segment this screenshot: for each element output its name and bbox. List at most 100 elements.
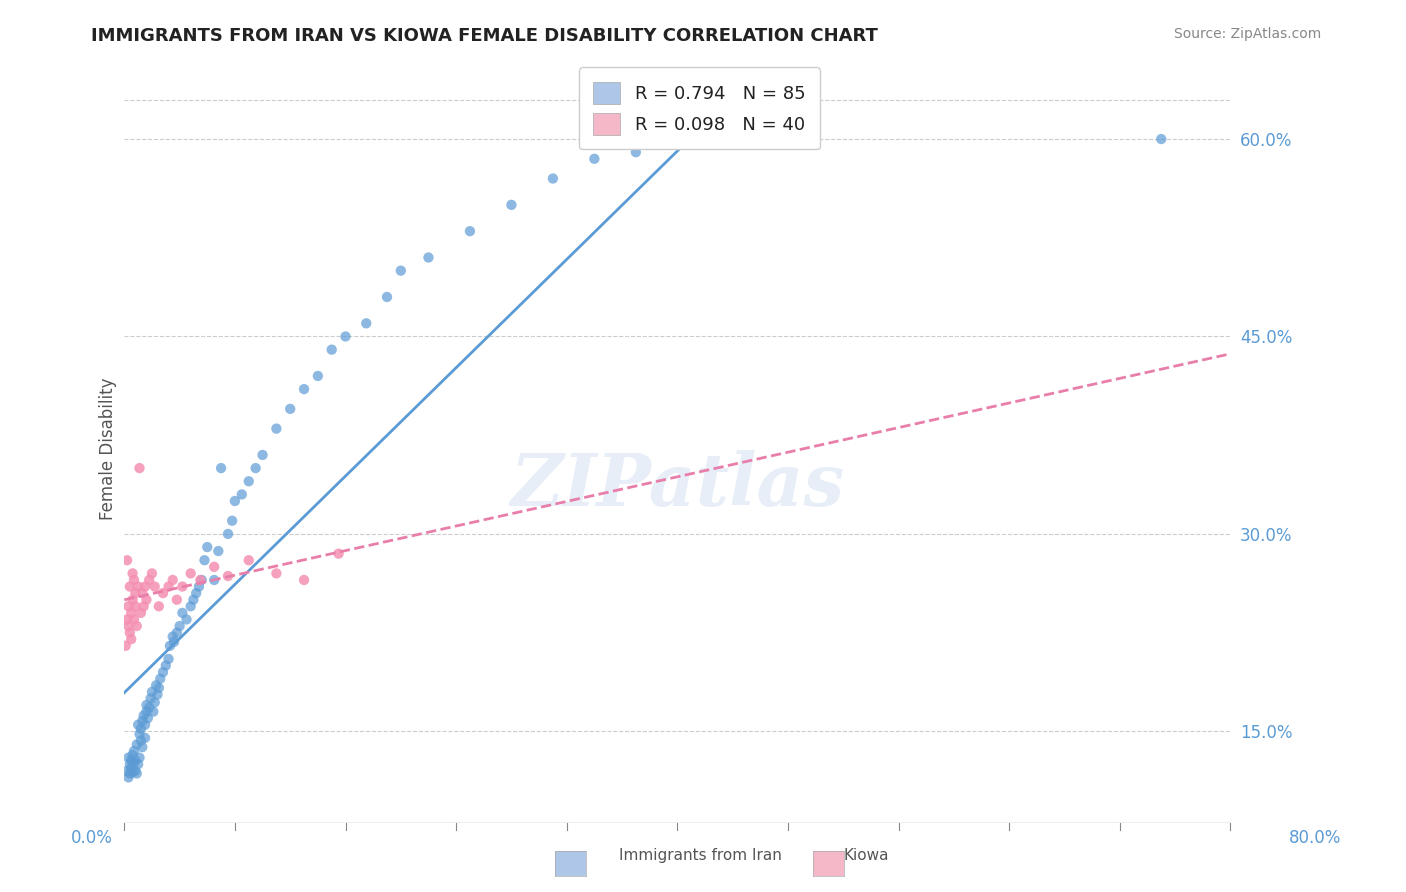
Text: IMMIGRANTS FROM IRAN VS KIOWA FEMALE DISABILITY CORRELATION CHART: IMMIGRANTS FROM IRAN VS KIOWA FEMALE DIS… (91, 27, 879, 45)
Point (134, 580, 156, 594)
Point (131, 740, 153, 755)
Point (124, 586, 146, 600)
Point (790, 93, 813, 107)
Point (278, 401, 301, 416)
Point (180, 599, 202, 614)
Point (169, 619, 191, 633)
Point (134, 731, 156, 745)
Point (120, 606, 142, 620)
Point (188, 573, 211, 587)
Point (172, 580, 194, 594)
Point (292, 382, 315, 396)
Point (221, 514, 243, 528)
Point (202, 573, 225, 587)
Point (117, 750, 139, 764)
Point (135, 705, 157, 719)
Point (458, 224, 481, 238)
Point (583, 152, 606, 166)
Point (328, 547, 350, 561)
Point (118, 757, 141, 772)
Point (117, 619, 139, 633)
Point (245, 461, 267, 475)
Point (224, 494, 246, 508)
Point (162, 573, 184, 587)
Point (118, 625, 141, 640)
Point (143, 580, 166, 594)
Point (124, 753, 146, 767)
Text: 0.0%: 0.0% (70, 829, 112, 847)
Point (707, 119, 730, 133)
Point (321, 343, 343, 357)
Text: Kiowa: Kiowa (844, 848, 889, 863)
Text: Source: ZipAtlas.com: Source: ZipAtlas.com (1174, 27, 1322, 41)
Point (128, 461, 150, 475)
Point (141, 566, 163, 581)
Point (266, 566, 288, 581)
Point (749, 105, 772, 120)
Point (195, 540, 218, 554)
Point (354, 316, 377, 330)
Point (127, 580, 149, 594)
Point (117, 771, 139, 785)
Point (115, 553, 138, 567)
Point (148, 681, 170, 695)
Point (176, 612, 198, 626)
Point (125, 738, 148, 752)
Point (120, 753, 142, 767)
Point (148, 599, 170, 614)
Point (135, 698, 157, 712)
Point (129, 722, 152, 736)
Point (172, 606, 194, 620)
Point (163, 635, 186, 649)
Point (129, 606, 152, 620)
Point (131, 586, 153, 600)
Point (217, 527, 239, 541)
Text: ZIPatlas: ZIPatlas (510, 450, 845, 521)
Point (166, 592, 188, 607)
Point (136, 711, 159, 725)
Point (128, 750, 150, 764)
Legend: R = 0.794   N = 85, R = 0.098   N = 40: R = 0.794 N = 85, R = 0.098 N = 40 (579, 67, 820, 149)
Point (1150, 132, 1173, 146)
Point (115, 764, 138, 778)
Point (155, 658, 177, 673)
Point (157, 580, 180, 594)
Point (183, 592, 205, 607)
Point (125, 766, 148, 780)
Point (129, 733, 152, 747)
Point (188, 580, 211, 594)
Point (193, 553, 215, 567)
Point (252, 448, 274, 462)
Point (501, 198, 523, 212)
Point (231, 487, 253, 501)
Point (121, 765, 143, 780)
Point (120, 632, 142, 647)
Point (143, 695, 166, 709)
Point (122, 756, 145, 770)
Point (146, 688, 169, 702)
Point (122, 612, 145, 626)
Point (186, 586, 208, 600)
Point (180, 566, 202, 581)
Point (157, 652, 180, 666)
Point (142, 705, 165, 719)
Point (190, 573, 212, 587)
Point (118, 580, 141, 594)
Point (166, 625, 188, 640)
Point (125, 619, 148, 633)
Point (121, 747, 143, 762)
Point (238, 475, 260, 489)
Point (162, 630, 184, 644)
Point (138, 700, 160, 714)
Point (121, 566, 143, 581)
Point (307, 368, 329, 383)
Point (127, 757, 149, 772)
Point (127, 718, 149, 732)
Point (159, 639, 181, 653)
Point (138, 573, 160, 587)
Point (131, 714, 153, 728)
Point (118, 766, 141, 780)
Y-axis label: Female Disability: Female Disability (100, 377, 117, 520)
Point (666, 132, 689, 146)
Point (375, 290, 398, 304)
